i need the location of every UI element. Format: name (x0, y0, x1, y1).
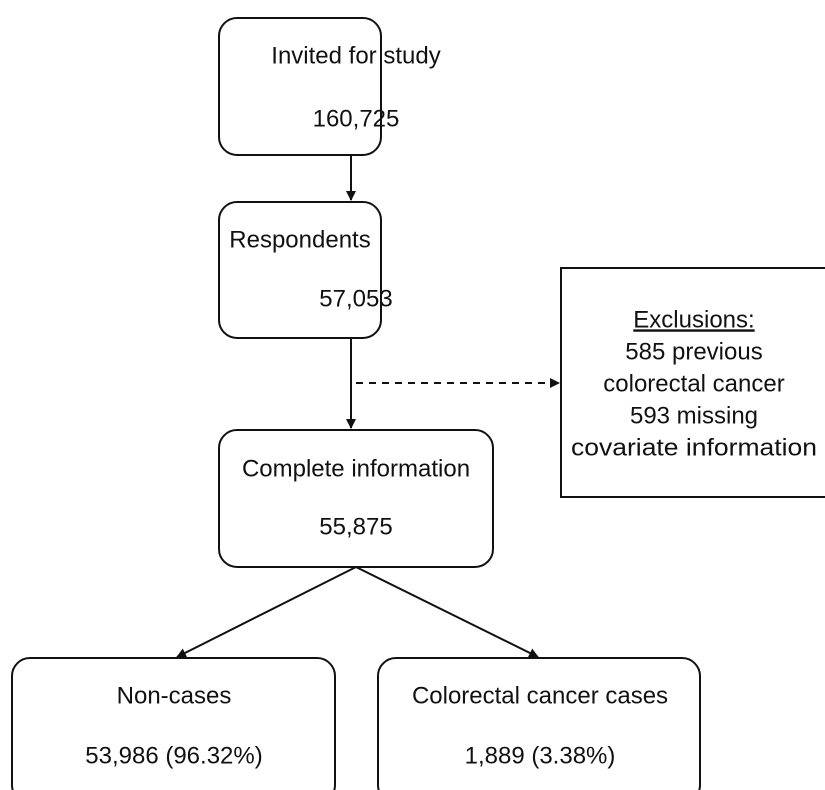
node-count: 57,053 (319, 285, 392, 312)
node-box (218, 17, 382, 156)
node-count: 160,725 (313, 105, 400, 132)
exclusions-box (560, 267, 825, 498)
node-box (218, 201, 382, 339)
node-label: Colorectal cancer cases (412, 682, 668, 709)
node-count: 53,986 (96.32%) (85, 742, 262, 769)
arrow (176, 566, 357, 658)
node-box (218, 429, 494, 568)
node-count: 1,889 (3.38%) (465, 742, 616, 769)
node-label: Respondents (229, 226, 370, 253)
exclusions-line: 585 previous (625, 338, 762, 365)
node-label: Complete information (242, 455, 470, 482)
exclusions-line: covariate information (571, 434, 817, 461)
node-label: Non-cases (117, 682, 232, 709)
exclusions-line: colorectal cancer (603, 370, 784, 397)
exclusions-title: Exclusions: (633, 306, 754, 333)
node-box (11, 657, 336, 790)
arrow (355, 566, 539, 658)
exclusions-line: 593 missing (630, 402, 758, 429)
node-count: 55,875 (319, 513, 392, 540)
node-label: Invited for study (271, 42, 440, 69)
node-box (377, 657, 701, 790)
